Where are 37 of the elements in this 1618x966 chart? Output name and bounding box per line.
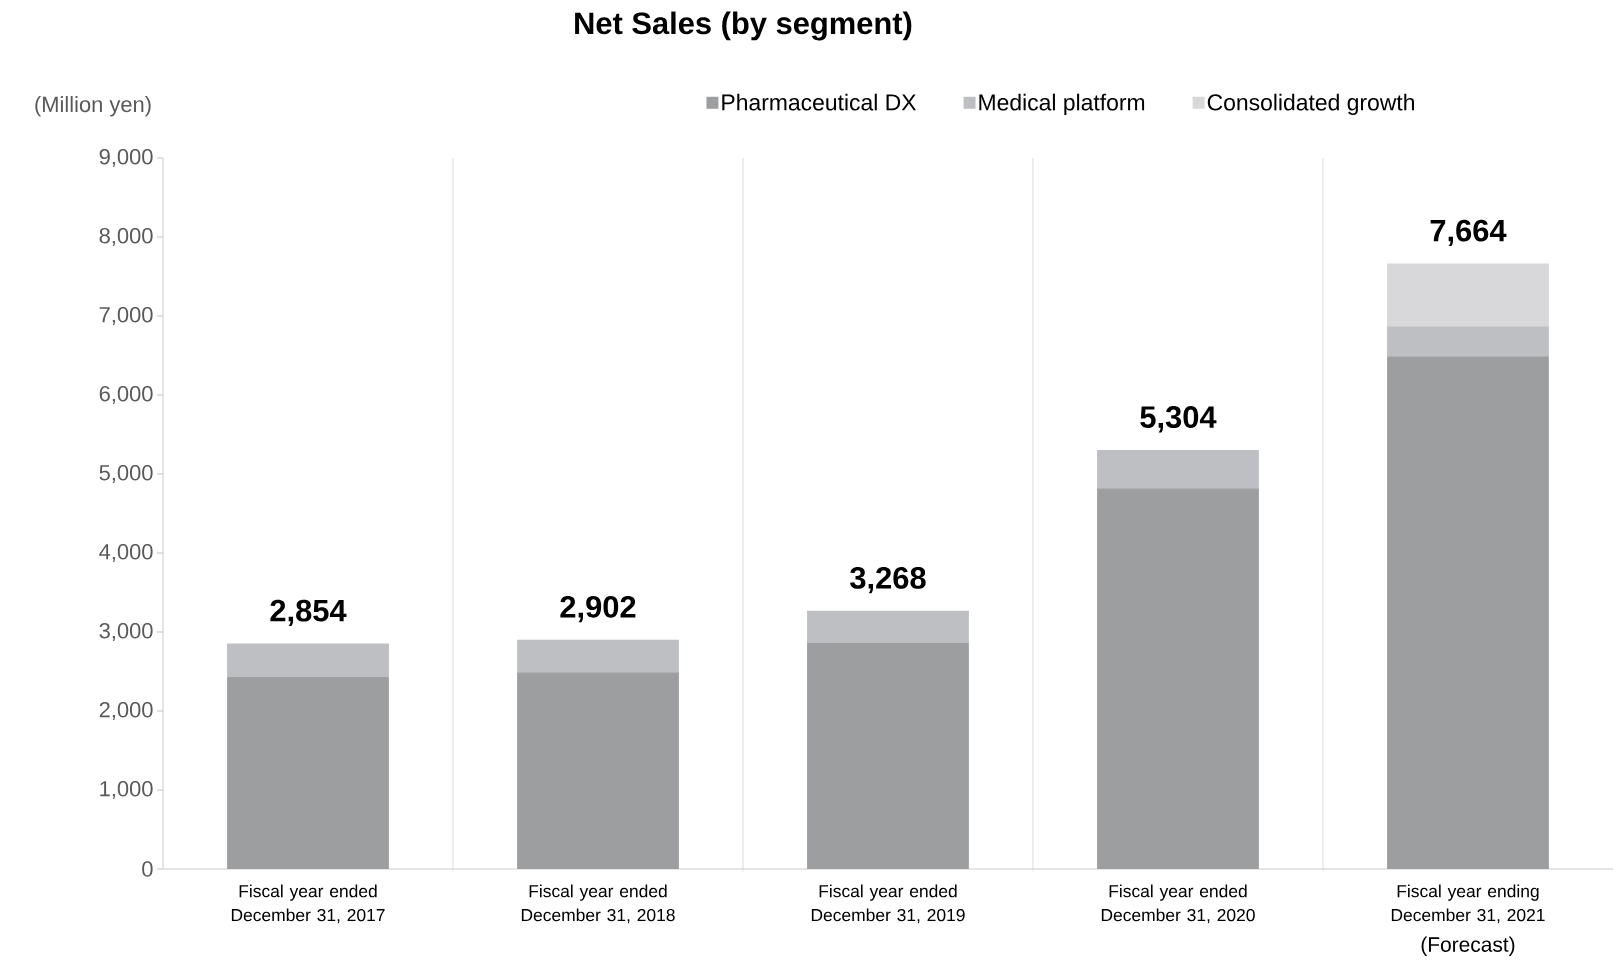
y-tick-label: 6,000: [99, 385, 153, 405]
bar: [517, 672, 679, 869]
legend-label: Medical platform: [979, 93, 1145, 116]
bar: [1097, 488, 1259, 869]
bar: [807, 643, 969, 869]
y-tick-label: 4,000: [99, 543, 153, 563]
y-axis-title: (Million yen): [35, 96, 151, 117]
total-label: 3,268: [850, 566, 926, 594]
y-tick-label: 5,000: [99, 464, 153, 484]
x-tick-label: Fiscal year ended December 31, 2019: [811, 884, 965, 924]
total-label: 5,304: [1140, 406, 1217, 433]
total-label: 2,902: [560, 595, 636, 623]
y-tick-label: 0: [142, 861, 153, 877]
x-tick-label: Fiscal year ending December 31, 2021: [1391, 884, 1545, 924]
x-tick-label: Fiscal year ended December 31, 2020: [1101, 884, 1255, 924]
x-tick-label: Fiscal year ended December 31, 2018: [521, 884, 675, 924]
total-label: 2,854: [270, 599, 347, 627]
y-tick-label: 7,000: [99, 306, 153, 326]
y-tick-label: 2,000: [99, 701, 153, 721]
bar: [1097, 449, 1259, 489]
y-tick-label: 8,000: [99, 227, 153, 247]
text: (Forecast): [1421, 936, 1515, 957]
y-tick-label: 1,000: [100, 780, 153, 800]
bar: [227, 643, 389, 678]
bar: [807, 610, 969, 644]
y-tick-label: 3,000: [99, 622, 153, 642]
y-tick-label: 9,000: [99, 148, 153, 168]
legend-label: Consolidated growth: [1207, 93, 1414, 116]
bar: [517, 639, 679, 673]
bar: [227, 677, 389, 869]
chart-title: Net Sales (by segment): [575, 11, 912, 41]
bar: [1387, 356, 1549, 869]
bar: [1387, 263, 1549, 327]
total-label: 7,664: [1430, 219, 1507, 247]
bar: [1387, 326, 1549, 357]
legend-label: Pharmaceutical DX: [722, 93, 917, 111]
x-tick-label: Fiscal year ended December 31, 2017: [231, 884, 385, 924]
